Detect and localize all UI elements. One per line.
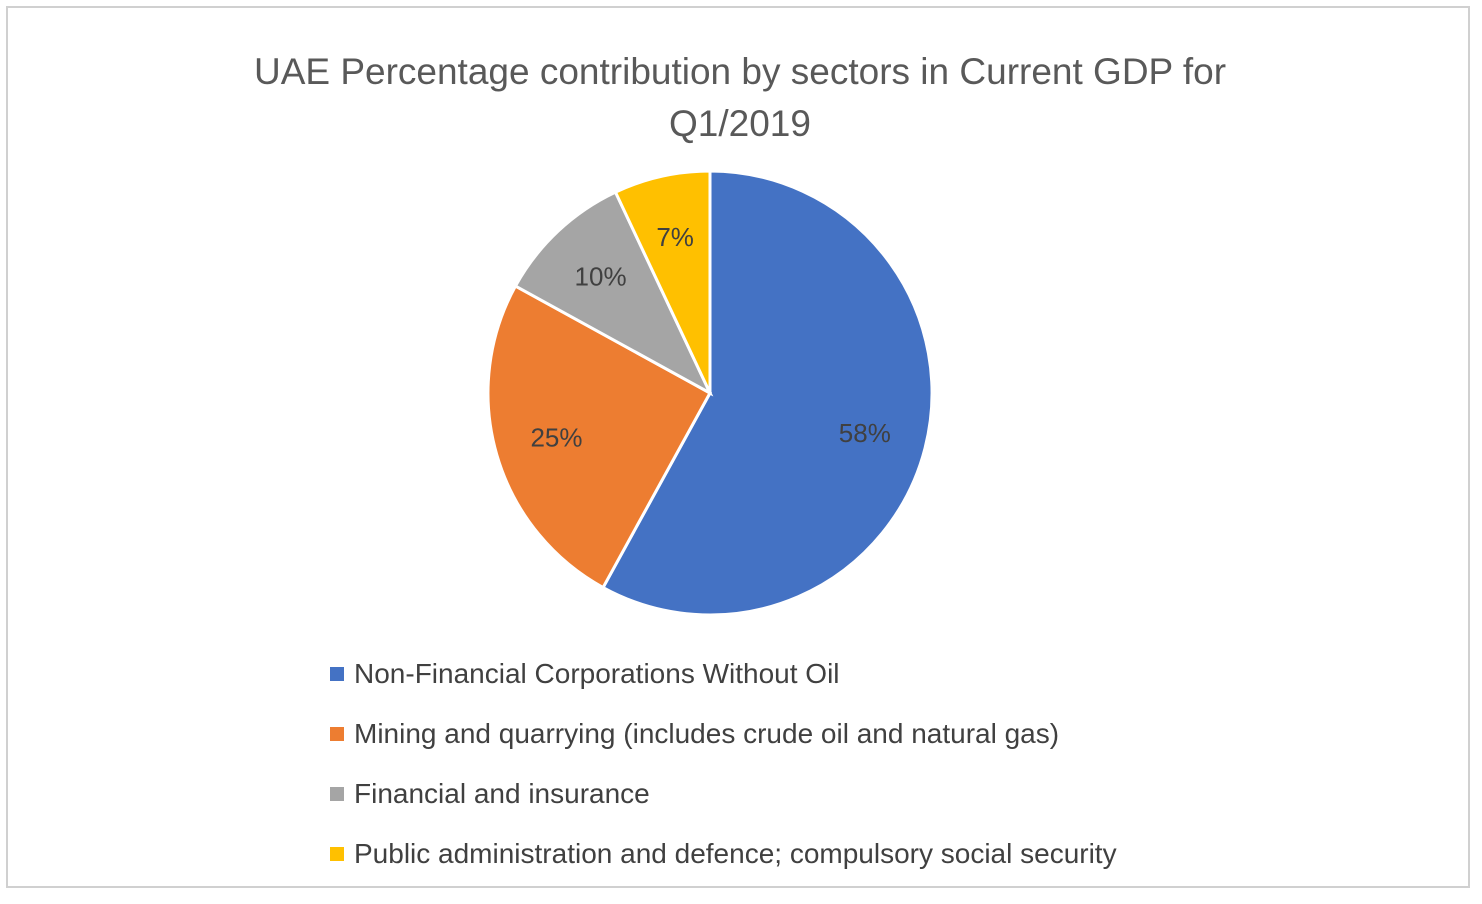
- pie-slice: [486, 284, 713, 590]
- pie-slice: [601, 169, 934, 617]
- data-label: 25%: [530, 423, 582, 453]
- pie-chart: 58% 25% 10% 7%: [486, 169, 934, 617]
- data-label: 10%: [575, 261, 627, 291]
- legend-label: Mining and quarrying (includes crude oil…: [354, 718, 1060, 749]
- data-label: 7%: [656, 222, 694, 252]
- legend-label: Non-Financial Corporations Without Oil: [354, 658, 840, 689]
- chart-frame: UAE Percentage contribution by sectors i…: [6, 6, 1470, 888]
- legend-item: Financial and insurance: [330, 764, 1117, 824]
- pie-slice: [513, 190, 714, 397]
- legend-label: Financial and insurance: [354, 778, 650, 809]
- legend-swatch-0: [330, 667, 344, 681]
- legend-item: Public administration and defence; compu…: [330, 824, 1117, 884]
- legend-swatch-3: [330, 847, 344, 861]
- legend-swatch-2: [330, 787, 344, 801]
- chart-title: UAE Percentage contribution by sectors i…: [253, 51, 1227, 144]
- data-label: 58%: [839, 418, 891, 448]
- pie-slice: [613, 169, 712, 394]
- legend-item: Mining and quarrying (includes crude oil…: [330, 704, 1117, 764]
- legend: Non-Financial Corporations Without Oil M…: [330, 644, 1117, 884]
- legend-swatch-1: [330, 727, 344, 741]
- legend-item: Non-Financial Corporations Without Oil: [330, 644, 1117, 704]
- legend-label: Public administration and defence; compu…: [354, 838, 1117, 869]
